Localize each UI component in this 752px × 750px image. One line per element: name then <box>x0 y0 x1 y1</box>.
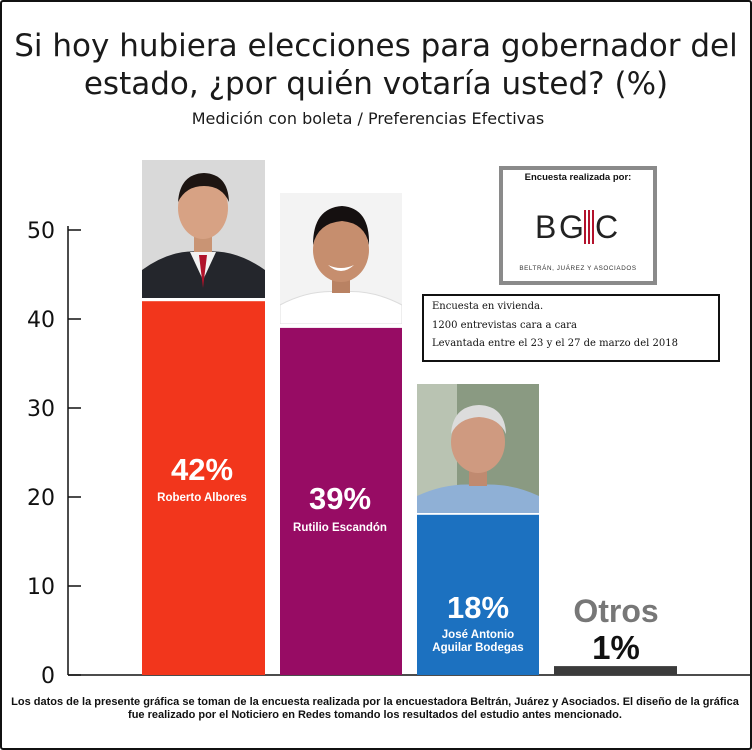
y-tick-label: 40 <box>27 308 55 333</box>
bar-albores <box>142 301 265 675</box>
source-note: Los datos de la presente gráfica se toma… <box>11 696 739 721</box>
title-line-2: estado, ¿por quién votaría usted? (%) <box>83 66 669 102</box>
candidate-photo-albores <box>142 160 265 298</box>
y-tick-label: 20 <box>27 486 55 511</box>
bar-name-label-albores: Roberto Albores <box>157 492 247 504</box>
candidate-photo-aguilar <box>417 384 539 513</box>
methodology-line-2: 1200 entrevistas cara a cara <box>432 320 577 331</box>
svg-text:C: C <box>595 209 618 245</box>
svg-text:G: G <box>559 209 584 245</box>
chart-subtitle: Medición con boleta / Preferencias Efect… <box>191 109 545 128</box>
bars <box>142 301 677 675</box>
bar-name-label-otros: Otros <box>573 593 658 629</box>
chart-title: Si hoy hubiera elecciones para gobernado… <box>0 27 752 103</box>
svg-text:B: B <box>535 209 556 245</box>
y-tick-label: 30 <box>27 397 55 422</box>
bar-escandon <box>280 327 402 675</box>
bar-value-label-aguilar: 18% <box>447 590 509 625</box>
title-line-1: Si hoy hubiera elecciones para gobernado… <box>14 28 738 64</box>
y-tick-label: 50 <box>27 219 55 244</box>
bar-value-label-albores: 42% <box>171 452 233 487</box>
methodology-box: Encuesta en vivienda. 1200 entrevistas c… <box>422 294 720 362</box>
bar-otros <box>554 666 677 675</box>
pollster-box: Encuesta realizada por: B G C BELTRÁN, J… <box>499 166 657 285</box>
bar-value-label-otros: 1% <box>592 629 640 666</box>
bar-name-label-escandon: Rutilio Escandón <box>293 522 387 534</box>
candidate-photo-escandon <box>280 193 402 324</box>
bar-labels: 42% Roberto Albores 39% Rutilio Escandón… <box>157 452 659 666</box>
pollster-logo: B G C <box>531 202 631 250</box>
bar-name-label-aguilar-1: José Antonio <box>442 629 514 641</box>
pollster-caption: Encuesta realizada por: <box>524 172 632 183</box>
y-tick-label: 10 <box>27 575 55 600</box>
methodology-line-3: Levantada entre el 23 y el 27 de marzo d… <box>432 338 678 349</box>
bar-aguilar <box>417 514 539 675</box>
bar-value-label-escandon: 39% <box>309 481 371 516</box>
pollster-subtitle: BELTRÁN, JUÁREZ Y ASOCIADOS <box>519 265 637 272</box>
bar-name-label-aguilar-2: Aguilar Bodegas <box>432 642 523 654</box>
methodology-line-1: Encuesta en vivienda. <box>432 301 544 312</box>
y-tick-label: 0 <box>41 664 55 689</box>
